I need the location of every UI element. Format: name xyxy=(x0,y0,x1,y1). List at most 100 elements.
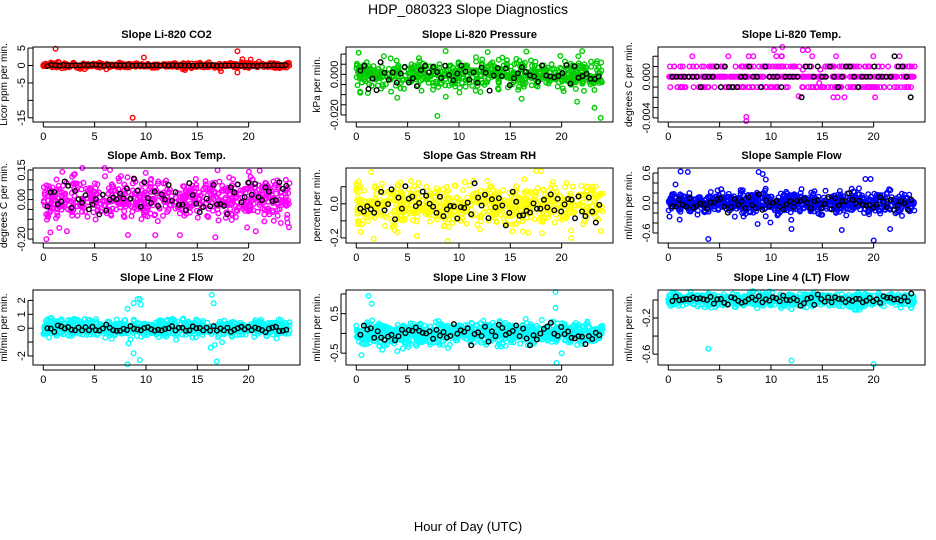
data-point xyxy=(908,84,915,91)
data-point xyxy=(515,83,522,90)
y-tick-label: -5 xyxy=(16,78,28,88)
outlier-point xyxy=(518,95,525,102)
reference-point xyxy=(697,84,704,91)
data-point xyxy=(56,224,63,231)
data-point xyxy=(472,87,479,94)
y-tick-label: 0.000 xyxy=(329,61,341,89)
data-point xyxy=(800,84,807,91)
data-point xyxy=(273,335,280,342)
data-point xyxy=(417,77,424,84)
data-point xyxy=(384,70,391,77)
x-tick-label: 15 xyxy=(504,252,516,264)
reference-point xyxy=(498,73,505,80)
data-point xyxy=(238,59,245,66)
data-point xyxy=(69,212,76,219)
data-point xyxy=(228,216,235,223)
data-point xyxy=(357,74,364,81)
data-point xyxy=(780,63,787,70)
data-point xyxy=(665,207,672,214)
reference-point xyxy=(891,53,898,60)
data-point xyxy=(904,84,911,91)
data-point xyxy=(568,235,575,242)
data-point xyxy=(546,69,553,76)
data-point xyxy=(418,87,425,94)
reference-point xyxy=(595,73,602,80)
data-point xyxy=(690,84,697,91)
data-point xyxy=(215,217,222,224)
data-point xyxy=(788,216,795,223)
data-point xyxy=(274,212,281,219)
data-point xyxy=(511,61,518,68)
data-point xyxy=(232,202,239,209)
x-tick-label: 15 xyxy=(816,252,828,264)
data-point xyxy=(700,63,707,70)
data-point xyxy=(865,191,872,198)
data-point xyxy=(557,64,564,71)
data-point xyxy=(407,177,414,184)
data-point xyxy=(433,80,440,87)
data-point xyxy=(870,53,877,60)
data-point xyxy=(409,217,416,224)
data-point xyxy=(591,86,598,93)
reference-point xyxy=(478,202,485,209)
data-point xyxy=(716,73,723,80)
data-point xyxy=(436,204,443,211)
data-point xyxy=(202,181,209,188)
data-point xyxy=(477,187,484,194)
data-point xyxy=(891,84,898,91)
data-point xyxy=(456,84,463,91)
reference-point xyxy=(165,181,172,188)
data-point xyxy=(875,207,882,214)
reference-point xyxy=(454,70,461,77)
data-point xyxy=(889,73,896,80)
outlier-point xyxy=(247,56,254,63)
outlier-point xyxy=(597,114,604,121)
reference-point xyxy=(567,80,574,87)
data-point xyxy=(521,59,528,66)
data-point xyxy=(59,168,66,175)
x-tick-label: 10 xyxy=(453,131,465,143)
data-point xyxy=(370,63,377,70)
data-point xyxy=(841,94,848,101)
data-point xyxy=(833,53,840,60)
outlier-point xyxy=(743,117,750,124)
data-point xyxy=(784,84,791,91)
outlier-point xyxy=(43,236,50,243)
outlier-point xyxy=(140,54,147,61)
data-point xyxy=(489,187,496,194)
data-point xyxy=(411,62,418,69)
data-point xyxy=(456,89,463,96)
data-point xyxy=(108,212,115,219)
data-point xyxy=(805,84,812,91)
data-point xyxy=(113,316,120,323)
reference-point xyxy=(245,179,252,186)
data-point xyxy=(414,82,421,89)
reference-point xyxy=(554,195,561,202)
y-axis-label: ml/min per min. xyxy=(0,293,10,361)
reference-point xyxy=(693,73,700,80)
reference-point xyxy=(426,69,433,76)
data-point xyxy=(395,64,402,71)
data-point xyxy=(885,63,892,70)
reference-point xyxy=(462,68,469,75)
y-tick-label: 0.000 xyxy=(641,63,653,91)
reference-point xyxy=(555,72,562,79)
x-tick-label: 5 xyxy=(717,131,723,143)
data-point xyxy=(403,211,410,218)
reference-point xyxy=(458,62,465,69)
data-point xyxy=(179,316,186,323)
data-point xyxy=(515,86,522,93)
reference-point xyxy=(494,65,501,72)
outlier-point xyxy=(816,79,823,86)
points xyxy=(40,45,293,121)
y-tick-label: 0.0 xyxy=(329,196,341,211)
outlier-point xyxy=(862,175,869,182)
reference-point xyxy=(798,94,805,101)
outlier-point xyxy=(705,235,712,242)
plot-frame xyxy=(32,46,301,123)
data-point xyxy=(779,73,786,80)
reference-point xyxy=(196,209,203,216)
